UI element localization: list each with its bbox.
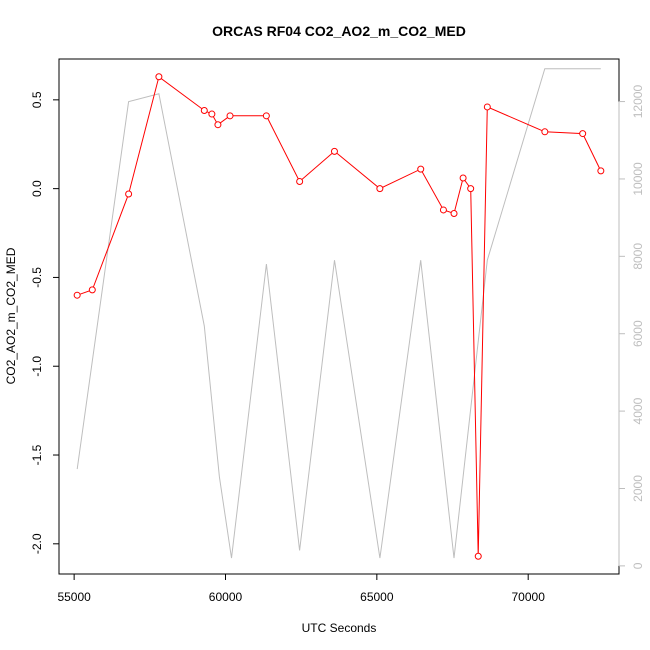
x-axis: 55000 60000 65000 70000 bbox=[57, 573, 546, 604]
data-point bbox=[474, 552, 482, 560]
data-point bbox=[208, 110, 216, 118]
x-tick-label: 65000 bbox=[360, 590, 394, 604]
y2-tick-label: 2000 bbox=[631, 475, 645, 502]
plot-frame bbox=[58, 58, 620, 575]
y2-tick-label: 10000 bbox=[631, 162, 645, 196]
y-tick-label: -2.0 bbox=[30, 533, 44, 554]
data-point bbox=[88, 286, 96, 294]
data-point bbox=[467, 185, 475, 193]
chart-title: ORCAS RF04 CO2_AO2_m_CO2_MED bbox=[212, 23, 466, 39]
x-axis-label: UTC Seconds bbox=[302, 621, 377, 635]
primary-series-line bbox=[77, 75, 602, 557]
data-point bbox=[376, 185, 384, 193]
data-point bbox=[541, 128, 549, 136]
x-tick-label: 70000 bbox=[512, 590, 546, 604]
data-point bbox=[459, 174, 467, 182]
y2-tick-label: 6000 bbox=[631, 320, 645, 347]
y-tick-label: 0.5 bbox=[30, 91, 44, 108]
data-point bbox=[155, 73, 163, 81]
data-point bbox=[200, 107, 208, 114]
y2-axis: 0 2000 4000 6000 8000 10000 12000 bbox=[618, 85, 645, 569]
y2-tick-label: 12000 bbox=[631, 85, 645, 119]
series-layer bbox=[73, 68, 605, 560]
y-tick-label: -1.0 bbox=[30, 356, 44, 377]
y2-tick-label: 8000 bbox=[631, 243, 645, 270]
data-point bbox=[483, 103, 491, 111]
y-tick-label: -0.5 bbox=[30, 267, 44, 288]
data-point bbox=[262, 112, 270, 120]
data-point bbox=[417, 165, 425, 173]
y2-tick-label: 0 bbox=[631, 562, 645, 569]
secondary-series-line bbox=[76, 68, 601, 559]
data-point bbox=[296, 178, 304, 186]
data-point bbox=[125, 190, 133, 198]
data-point bbox=[330, 147, 338, 155]
y-axis: -2.0 -1.5 -1.0 -0.5 0.0 0.5 bbox=[30, 91, 60, 554]
data-point bbox=[597, 167, 605, 175]
y-tick-label: 0.0 bbox=[30, 180, 44, 197]
x-tick-label: 60000 bbox=[209, 590, 243, 604]
x-tick-label: 55000 bbox=[57, 590, 91, 604]
data-point bbox=[73, 291, 81, 299]
data-point bbox=[439, 206, 447, 214]
y-axis-label: CO2_AO2_m_CO2_MED bbox=[4, 247, 18, 384]
data-point bbox=[226, 112, 234, 120]
data-point bbox=[214, 121, 222, 129]
y-tick-label: -1.5 bbox=[30, 444, 44, 465]
data-point bbox=[579, 130, 587, 138]
y2-tick-label: 4000 bbox=[631, 397, 645, 424]
data-point bbox=[450, 210, 458, 217]
